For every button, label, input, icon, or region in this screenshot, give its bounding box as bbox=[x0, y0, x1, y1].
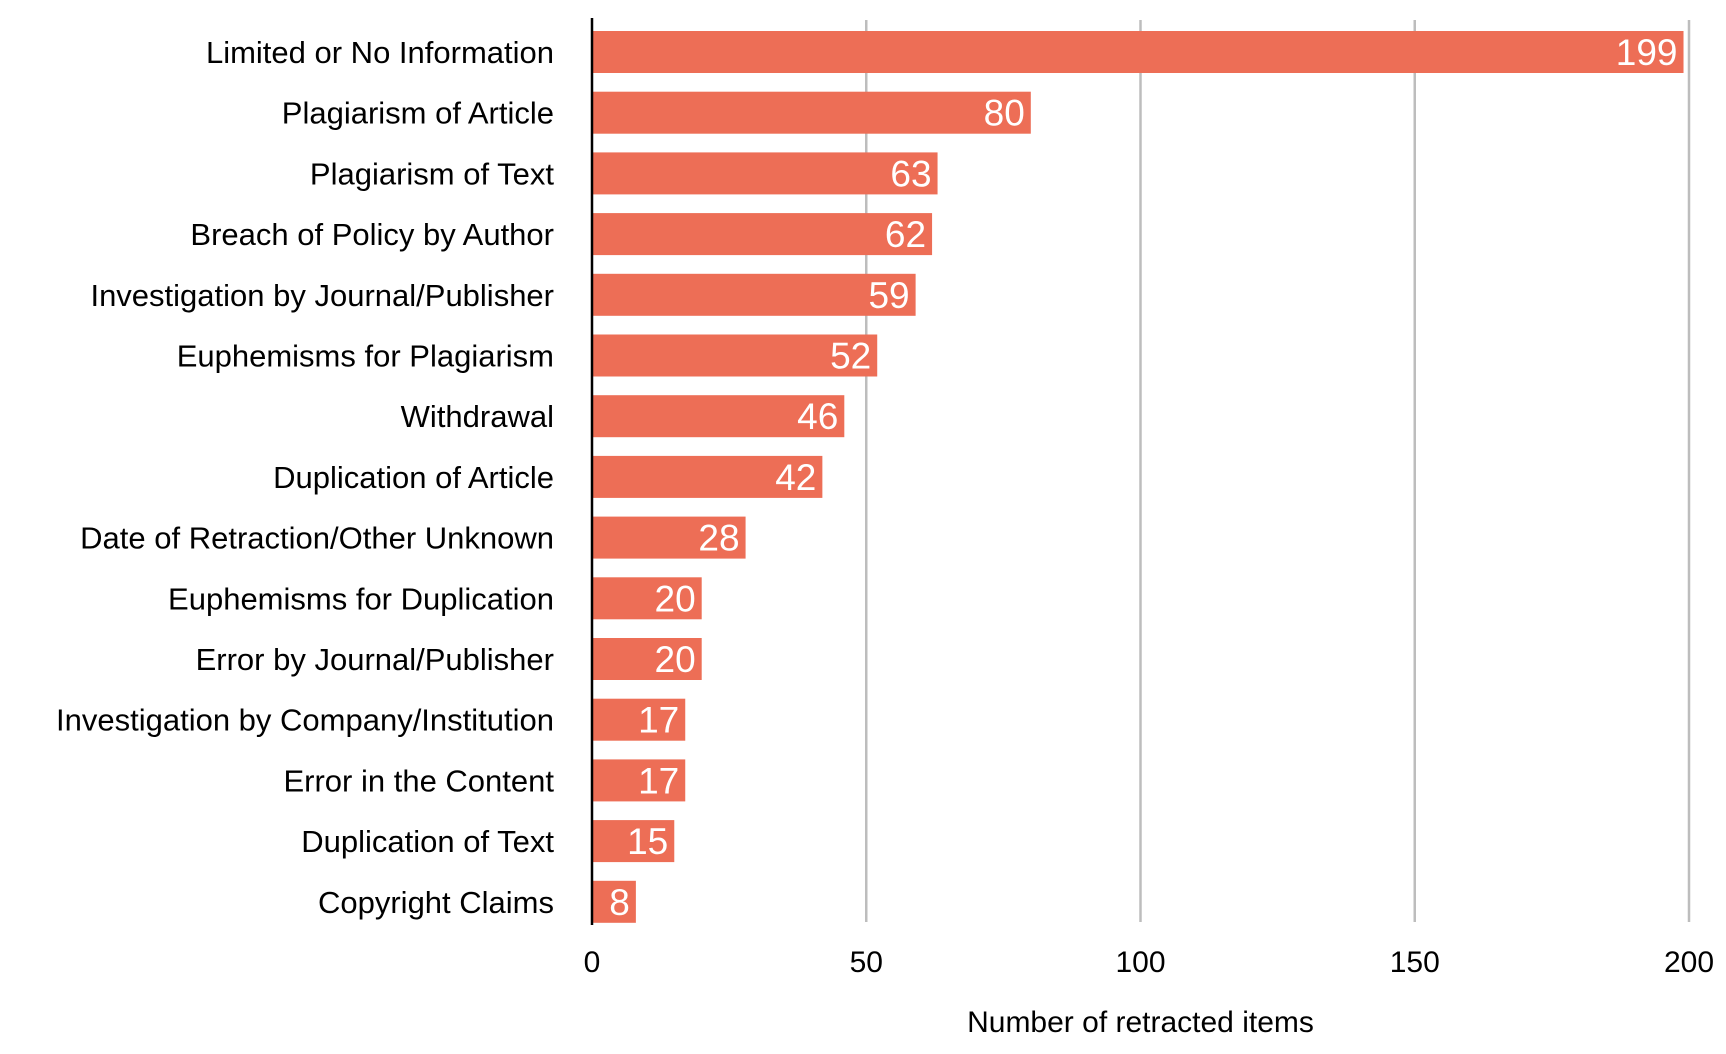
category-label: Euphemisms for Duplication bbox=[168, 581, 554, 616]
bar bbox=[592, 91, 1031, 134]
category-labels: Limited or No Information Plagiarism of A… bbox=[56, 35, 554, 920]
category-label: Limited or No Information bbox=[206, 35, 554, 70]
bar bbox=[592, 152, 938, 195]
x-tick-label: 100 bbox=[1115, 946, 1165, 979]
value-label: 20 bbox=[655, 578, 696, 619]
bar bbox=[592, 880, 636, 923]
category-label: Error in the Content bbox=[283, 763, 554, 798]
bar bbox=[592, 698, 686, 741]
category-label: Copyright Claims bbox=[318, 885, 554, 920]
gridlines bbox=[865, 20, 1691, 922]
value-label: 15 bbox=[627, 821, 668, 862]
value-label: 59 bbox=[868, 275, 909, 316]
bar bbox=[592, 638, 702, 680]
bar bbox=[592, 455, 823, 498]
bar bbox=[592, 395, 845, 438]
category-label: Withdrawal bbox=[401, 399, 554, 434]
bar bbox=[592, 31, 1684, 73]
value-label: 199 bbox=[1616, 32, 1678, 73]
value-label: 20 bbox=[655, 639, 696, 680]
value-label: 62 bbox=[885, 214, 926, 255]
x-axis-title: Number of retracted items bbox=[967, 1006, 1314, 1039]
bar bbox=[592, 273, 916, 316]
category-label: Duplication of Text bbox=[301, 824, 554, 859]
value-label: 17 bbox=[638, 760, 679, 801]
category-label: Plagiarism of Text bbox=[310, 156, 554, 191]
category-label: Duplication of Article bbox=[273, 460, 554, 495]
bar bbox=[592, 820, 675, 863]
value-label: 52 bbox=[830, 336, 871, 377]
value-label: 8 bbox=[609, 882, 630, 923]
category-label: Plagiarism of Article bbox=[282, 96, 554, 131]
category-label: Investigation by Journal/Publisher bbox=[90, 278, 554, 313]
x-tick-labels: 0 50 100 150 200 bbox=[584, 946, 1714, 979]
bars bbox=[592, 31, 1684, 923]
value-label: 28 bbox=[698, 518, 739, 559]
category-label: Breach of Policy by Author bbox=[190, 217, 554, 252]
bar bbox=[592, 577, 702, 620]
x-tick-label: 0 bbox=[584, 946, 601, 979]
value-label: 17 bbox=[638, 700, 679, 741]
bar bbox=[592, 516, 746, 559]
value-label: 46 bbox=[797, 396, 838, 437]
category-label: Investigation by Company/Institution bbox=[56, 703, 554, 738]
value-label: 80 bbox=[984, 93, 1025, 134]
category-label: Date of Retraction/Other Unknown bbox=[80, 521, 554, 556]
value-label: 63 bbox=[890, 153, 931, 194]
bar bbox=[592, 213, 933, 256]
bar bbox=[592, 759, 686, 802]
value-label: 42 bbox=[775, 457, 816, 498]
x-tick-label: 150 bbox=[1390, 946, 1440, 979]
category-label: Error by Journal/Publisher bbox=[196, 642, 554, 677]
category-label: Euphemisms for Plagiarism bbox=[177, 339, 554, 374]
x-tick-label: 200 bbox=[1664, 946, 1714, 979]
bar bbox=[592, 334, 878, 377]
x-tick-label: 50 bbox=[850, 946, 883, 979]
